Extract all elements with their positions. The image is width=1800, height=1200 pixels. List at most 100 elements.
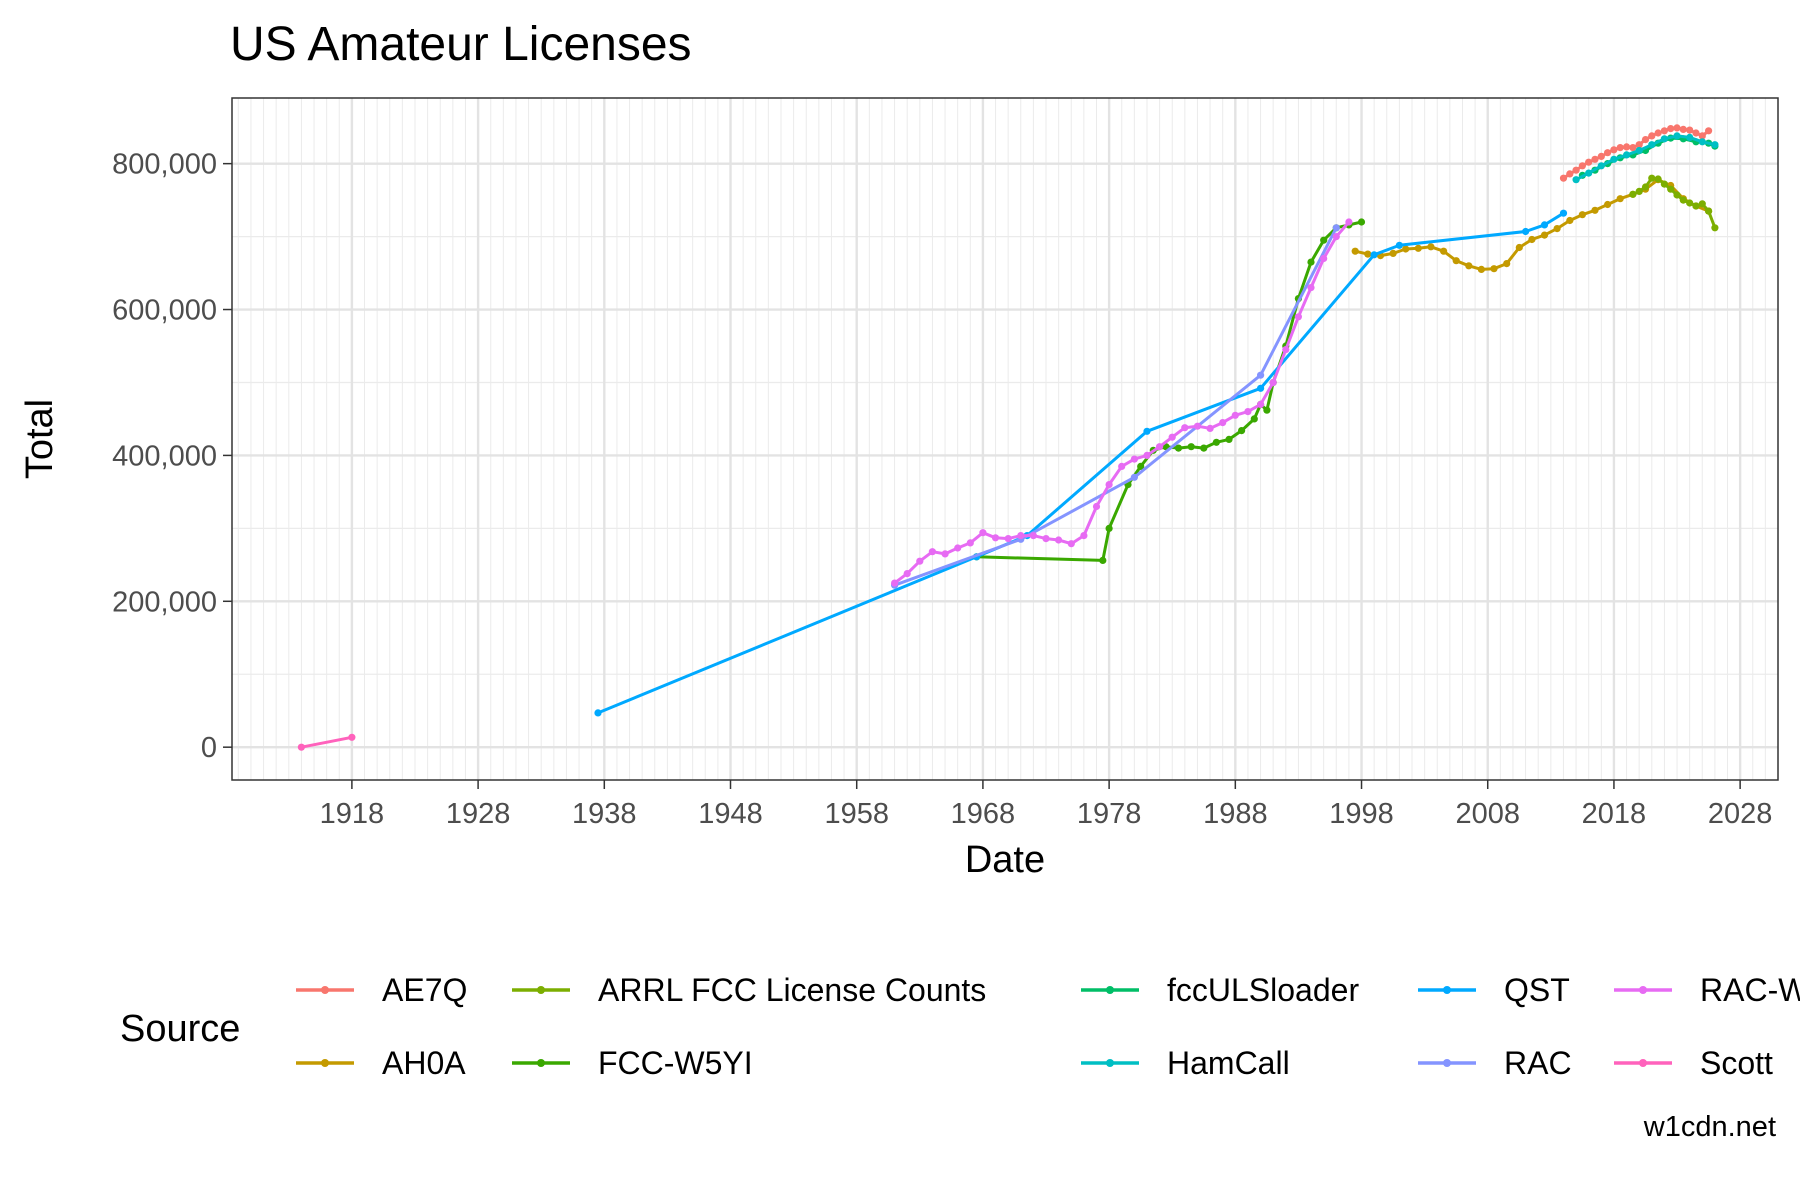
data-point (1307, 284, 1315, 292)
legend-item-ah0a: AH0A (296, 1045, 466, 1081)
legend-key-point (1443, 1059, 1451, 1067)
data-point (1503, 260, 1511, 268)
data-point (1559, 174, 1568, 182)
legend-item-qst: QST (1418, 972, 1570, 1008)
data-point (1143, 427, 1151, 435)
data-point (1257, 384, 1265, 392)
data-point (1263, 406, 1271, 414)
data-point (1654, 129, 1662, 137)
plot-background (232, 98, 1778, 780)
data-point (1212, 438, 1220, 446)
data-point (1174, 444, 1183, 452)
data-point (1629, 144, 1637, 152)
grid (232, 98, 1779, 780)
x-tick-label: 1988 (1203, 798, 1268, 830)
data-point (979, 529, 987, 537)
legend-item-ae7q: AE7Q (296, 972, 467, 1008)
legend-label: Scott (1700, 1045, 1773, 1081)
data-point (954, 544, 962, 552)
data-point (1200, 444, 1208, 452)
data-point (1515, 243, 1523, 252)
series-rac-w (891, 218, 1353, 587)
data-point (1686, 199, 1694, 207)
legend-label: RAC-W (1700, 972, 1800, 1008)
data-point (1692, 202, 1700, 210)
data-point (1168, 433, 1176, 441)
x-tick-label: 1938 (572, 798, 637, 830)
x-tick-label: 1948 (698, 798, 763, 830)
data-point (1591, 206, 1599, 214)
data-point (1427, 243, 1435, 251)
data-point (1332, 224, 1340, 232)
data-point (1648, 174, 1656, 182)
data-point (1351, 247, 1359, 255)
legend-key-point (537, 986, 545, 994)
data-point (1597, 162, 1605, 170)
data-point (1414, 244, 1422, 252)
legend-key-point (1639, 986, 1647, 994)
legend-item-rac-w: RAC-W (1614, 972, 1800, 1008)
data-point (1660, 127, 1668, 135)
data-point (1673, 124, 1681, 132)
data-point (1641, 183, 1650, 191)
data-point (1673, 132, 1681, 140)
data-point (966, 539, 974, 547)
legend-label: RAC (1504, 1045, 1572, 1081)
data-point (1105, 481, 1113, 489)
data-point (891, 579, 899, 587)
data-point (1591, 155, 1599, 163)
data-point (928, 548, 937, 556)
series-hamcall (1572, 132, 1719, 184)
legend-item-fcculsloader: fccULSloader (1081, 972, 1359, 1008)
series-scott (297, 733, 356, 751)
data-point (1610, 155, 1618, 163)
data-point (1105, 524, 1113, 533)
legend-key-point (1106, 986, 1114, 994)
legend-item-arrl-fcc-license-counts: ARRL FCC License Counts (512, 972, 986, 1008)
data-point (1667, 185, 1675, 193)
data-point (1654, 175, 1662, 183)
plot-border (231, 97, 1779, 781)
data-point (1711, 141, 1719, 149)
x-tick-label: 2028 (1708, 798, 1773, 830)
data-point (991, 534, 1000, 542)
data-point (1629, 190, 1637, 198)
data-point (348, 733, 356, 741)
data-point (1402, 245, 1410, 253)
data-point (1698, 132, 1706, 140)
data-point (1623, 151, 1631, 159)
data-point (1187, 443, 1195, 451)
data-point (1528, 235, 1536, 244)
data-point (1559, 209, 1568, 217)
series-line-fcc-w5yi (976, 220, 1362, 562)
data-point (1282, 346, 1290, 354)
data-point (1648, 132, 1656, 140)
data-point (1130, 455, 1138, 463)
legend: AE7Q AH0A ARRL FCC License Counts FCC-W5YI f… (296, 972, 1800, 1081)
data-point (1250, 415, 1258, 423)
data-point (1206, 424, 1214, 432)
data-point (1364, 250, 1372, 258)
data-point (1553, 225, 1561, 233)
data-point (1307, 258, 1315, 266)
data-point (1679, 196, 1687, 204)
legend-key-point (1639, 1059, 1647, 1067)
x-tick-label: 1928 (446, 798, 511, 830)
data-point (1566, 216, 1574, 225)
data-point (1193, 422, 1202, 430)
data-point (1679, 125, 1687, 133)
data-point (1004, 535, 1012, 543)
data-point (1604, 149, 1612, 157)
y-axis-title: Total (19, 399, 61, 479)
data-point (1156, 443, 1164, 451)
data-point (1389, 249, 1397, 257)
data-point (1578, 211, 1586, 219)
y-tick-label: 800,000 (112, 149, 217, 181)
data-point (1080, 532, 1088, 540)
data-point (1370, 251, 1378, 259)
data-point (1225, 435, 1233, 443)
legend-key-point (1443, 986, 1451, 994)
legend-title: Source (120, 1008, 240, 1050)
data-point (1332, 233, 1340, 241)
legend-label: AE7Q (382, 972, 467, 1008)
